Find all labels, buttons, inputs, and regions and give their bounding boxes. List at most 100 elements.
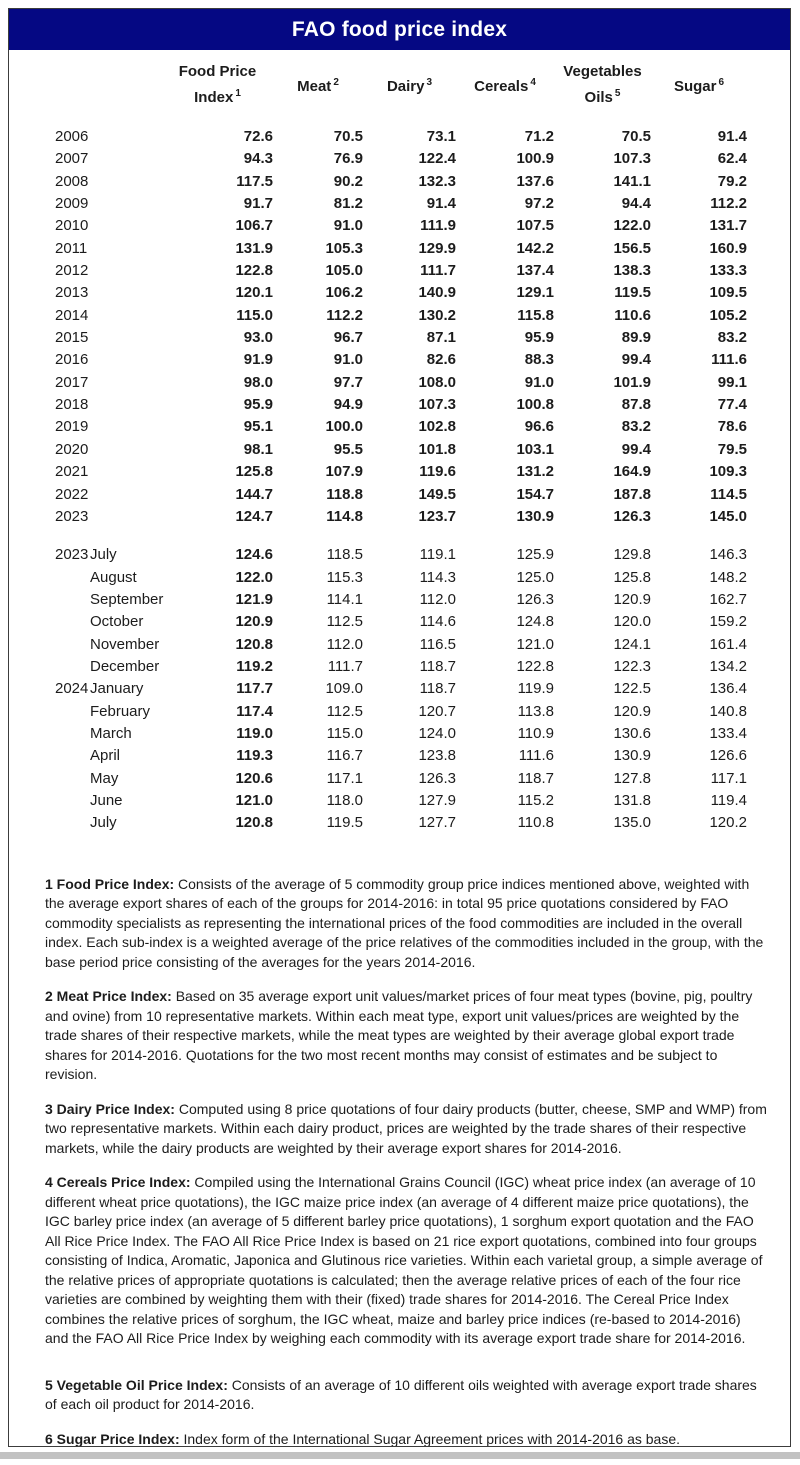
footnote-marker: 5	[614, 88, 621, 99]
value-cell: 91.9	[243, 351, 273, 369]
value-cell: 110.6	[614, 306, 651, 324]
table-row: April 119.3 116.7 123.8 111.6 130.9 126.6	[9, 745, 790, 767]
month-cell	[90, 171, 162, 193]
value-cell: 134.2	[709, 657, 747, 675]
month-cell	[90, 215, 162, 237]
year-cell: 2024	[55, 680, 89, 698]
value-cell: 145.0	[709, 507, 747, 525]
month-cell	[90, 349, 162, 371]
value-cell: 91.4	[717, 128, 747, 145]
table-row: 2023 July 124.6 118.5 119.1 125.9 129.8 146.3	[9, 544, 790, 566]
value-cell: 83.2	[717, 329, 747, 347]
value-cell: 187.8	[613, 485, 651, 503]
value-cell: 112.5	[326, 702, 363, 720]
value-cell: 95.9	[243, 396, 273, 414]
value-cell: 123.8	[418, 747, 456, 765]
value-cell: 117.1	[326, 769, 363, 787]
value-cell: 162.7	[709, 590, 747, 608]
footnote: 3 Dairy Price Index: Computed using 8 pr…	[45, 1100, 767, 1159]
value-cell: 119.6	[419, 463, 456, 481]
footnote-text: Compiled using the International Grains …	[45, 1174, 763, 1347]
value-cell: 114.1	[326, 590, 363, 608]
value-cell: 76.9	[333, 150, 363, 168]
value-cell: 94.9	[333, 396, 363, 414]
value-cell: 112.0	[419, 590, 456, 608]
value-cell: 130.9	[516, 507, 554, 525]
month-cell	[90, 506, 162, 528]
month-cell	[90, 484, 162, 506]
value-cell: 98.1	[243, 440, 273, 458]
value-cell: 122.0	[235, 568, 273, 586]
year-cell	[9, 768, 90, 790]
table-row: March 119.0 115.0 124.0 110.9 130.6 133.4	[9, 723, 790, 745]
footnote-label: 1 Food Price Index:	[45, 875, 175, 892]
value-cell: 125.0	[516, 568, 554, 586]
value-cell: 109.5	[709, 284, 747, 302]
yearly-section: 2006 72.6 70.5 73.1 71.2 70.5 91.4 2007 94.3 76.9…	[9, 126, 790, 528]
table-row: 2016 91.9 91.0 82.6 88.3 99.4 111.6	[9, 349, 790, 371]
year-cell	[9, 701, 90, 723]
value-cell: 118.7	[419, 680, 456, 698]
value-cell: 87.8	[621, 396, 651, 414]
value-cell: 119.5	[326, 814, 363, 832]
table-row: September 121.9 114.1 112.0 126.3 120.9 162.7	[9, 589, 790, 611]
value-cell: 112.0	[326, 635, 363, 653]
table-row: June 121.0 118.0 127.9 115.2 131.8 119.4	[9, 790, 790, 812]
table-row: 2023 124.7 114.8 123.7 130.9 126.3 145.0	[9, 506, 790, 528]
value-cell: 115.8	[517, 306, 554, 324]
value-cell: 130.6	[613, 724, 651, 742]
month-cell	[90, 282, 162, 304]
month-cell	[90, 260, 162, 282]
value-cell: 115.0	[236, 306, 273, 324]
value-cell: 99.4	[621, 440, 651, 458]
value-cell: 79.5	[717, 440, 747, 458]
value-cell: 94.3	[243, 150, 273, 168]
value-cell: 126.3	[418, 769, 456, 787]
table-row: 2008 117.5 90.2 132.3 137.6 141.1 79.2	[9, 171, 790, 193]
table-row: 2022 144.7 118.8 149.5 154.7 187.8 114.5	[9, 484, 790, 506]
value-cell: 93.0	[243, 329, 273, 347]
month-cell: April	[90, 747, 121, 765]
table-row: 2010 106.7 91.0 111.9 107.5 122.0 131.7	[9, 215, 790, 237]
year-cell: 2023	[55, 546, 89, 564]
value-cell: 91.7	[243, 195, 273, 213]
value-cell: 118.7	[517, 769, 554, 787]
value-cell: 106.2	[325, 284, 363, 302]
value-cell: 119.1	[419, 546, 456, 564]
value-cell: 112.2	[326, 306, 363, 324]
table-row: July 120.8 119.5 127.7 110.8 135.0 120.2	[9, 812, 790, 834]
footnote-text: Consists of an average of 10 different o…	[45, 1376, 757, 1413]
year-cell: 2012	[55, 262, 89, 280]
table-row: 2013 120.1 106.2 140.9 129.1 119.5 109.5	[9, 282, 790, 304]
column-header-cereals: Cereals 4	[456, 57, 554, 117]
month-cell: May	[90, 769, 119, 787]
value-cell: 129.9	[418, 239, 456, 257]
value-cell: 72.6	[243, 128, 273, 145]
table-row: 2012 122.8 105.0 111.7 137.4 138.3 133.3	[9, 260, 790, 282]
value-cell: 120.7	[418, 702, 456, 720]
month-cell: December	[90, 657, 160, 675]
year-cell	[9, 567, 90, 589]
value-cell: 87.1	[426, 329, 456, 347]
footnote-label: 5 Vegetable Oil Price Index:	[45, 1376, 228, 1393]
year-cell: 2010	[55, 217, 89, 235]
value-cell: 102.8	[418, 418, 456, 436]
table-row: May 120.6 117.1 126.3 118.7 127.8 117.1	[9, 768, 790, 790]
value-cell: 127.9	[418, 791, 456, 809]
year-cell	[9, 723, 90, 745]
month-cell: November	[90, 635, 160, 653]
value-cell: 164.9	[613, 463, 651, 481]
column-headers: Food Price Index 1 Meat 2 Dairy 3 Cereals 4 …	[9, 57, 790, 117]
value-cell: 137.6	[516, 172, 554, 190]
value-cell: 120.9	[613, 590, 651, 608]
year-cell	[9, 634, 90, 656]
footnote-label: 2 Meat Price Index:	[45, 988, 172, 1005]
value-cell: 111.9	[420, 217, 456, 235]
value-cell: 130.9	[613, 747, 651, 765]
footnote-text: Based on 35 average export unit values/m…	[45, 988, 753, 1083]
value-cell: 146.3	[709, 546, 747, 564]
footnote: 2 Meat Price Index: Based on 35 average …	[45, 987, 767, 1085]
year-cell: 2020	[55, 440, 89, 458]
value-cell: 91.4	[426, 195, 456, 213]
value-cell: 137.4	[516, 262, 554, 280]
